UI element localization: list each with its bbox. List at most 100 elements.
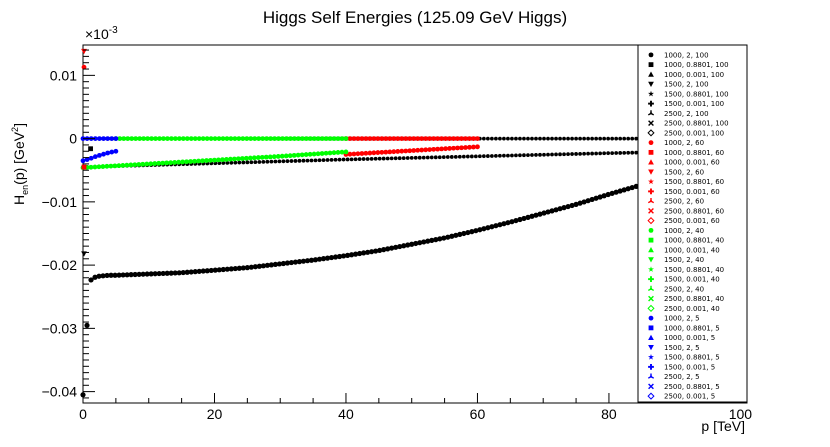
data-point <box>558 136 562 141</box>
data-point <box>397 243 403 250</box>
legend-marker <box>648 315 654 321</box>
data-point <box>549 208 555 214</box>
data-point <box>216 136 222 142</box>
data-point <box>585 198 591 204</box>
data-point <box>335 136 341 142</box>
data-point <box>88 155 94 161</box>
data-point <box>505 220 511 226</box>
data-point <box>427 136 433 142</box>
data-point <box>546 152 550 157</box>
legend-label: 1000, 2, 60 <box>664 139 704 147</box>
data-point <box>373 156 378 161</box>
data-point <box>475 144 480 150</box>
data-point <box>164 160 170 166</box>
legend-label: 1500, 2, 60 <box>664 168 704 176</box>
data-point-outlier <box>81 164 87 170</box>
data-point <box>451 145 456 151</box>
data-point <box>622 136 627 141</box>
data-point <box>469 154 474 159</box>
legend: 1000, 2, 100 1000, 0.8801, 100 1000, 0.001… <box>637 44 748 403</box>
legend-entry: 1000, 0.001, 5 <box>648 334 715 342</box>
data-point <box>161 136 166 142</box>
data-point <box>606 151 611 156</box>
data-point <box>403 136 409 142</box>
data-point <box>320 256 327 262</box>
data-point <box>113 148 119 154</box>
data-point <box>467 144 472 150</box>
legend-marker <box>648 246 654 253</box>
data-point <box>109 149 115 155</box>
data-point <box>251 155 257 161</box>
data-point <box>630 150 635 155</box>
data-point <box>260 136 266 142</box>
legend-entry: 1500, 2, 60 <box>648 168 704 176</box>
data-point <box>264 262 270 268</box>
legend-marker <box>648 159 654 165</box>
legend-marker <box>647 392 655 400</box>
data-point <box>180 136 186 142</box>
data-point <box>225 161 230 165</box>
data-point <box>373 248 379 254</box>
data-point <box>522 153 526 158</box>
legend-label: 1000, 0.8801, 40 <box>664 237 724 245</box>
data-point <box>204 158 209 163</box>
data-point <box>606 136 611 141</box>
data-point <box>172 160 178 165</box>
data-point <box>403 148 409 154</box>
data-point <box>369 249 375 255</box>
data-point <box>578 151 582 156</box>
data-point <box>101 136 106 142</box>
data-point <box>236 136 242 142</box>
data-point <box>267 154 273 160</box>
data-point <box>249 160 254 165</box>
data-point <box>327 136 333 142</box>
data-point <box>315 151 321 157</box>
data-point <box>184 159 189 165</box>
data-point <box>124 272 130 278</box>
data-point <box>471 136 476 142</box>
data-point <box>268 262 275 268</box>
data-point <box>196 268 202 274</box>
data-point <box>261 159 266 164</box>
data-point <box>601 193 607 199</box>
data-point <box>431 136 437 142</box>
data-point <box>128 272 134 278</box>
data-point <box>136 162 142 167</box>
legend-entry: 1000, 2, 5 <box>648 315 700 323</box>
data-point <box>196 136 202 142</box>
data-point <box>465 229 471 236</box>
data-point <box>263 154 269 160</box>
data-point <box>327 150 333 156</box>
data-point <box>281 159 286 164</box>
data-point <box>97 152 102 158</box>
data-point <box>538 136 542 141</box>
data-point <box>447 136 452 142</box>
legend-entry: 1500, 0.001, 60 <box>648 188 720 196</box>
legend-label: 1500, 0.8801, 40 <box>664 266 724 274</box>
legend-marker <box>648 207 654 214</box>
data-point <box>554 136 558 141</box>
data-point <box>449 155 454 159</box>
legend-label: 1500, 0.8801, 60 <box>664 178 724 186</box>
data-point <box>465 154 470 159</box>
data-point <box>105 136 111 142</box>
legend-marker <box>647 198 655 204</box>
data-point <box>92 136 98 142</box>
data-point <box>144 161 150 167</box>
data-point <box>566 136 570 141</box>
legend-entry: 1500, 2, 40 <box>648 256 704 264</box>
data-point <box>328 254 335 261</box>
data-point <box>529 213 535 219</box>
data-point <box>485 225 491 231</box>
legend-label: 1000, 0.001, 5 <box>664 334 715 342</box>
data-point <box>80 158 86 164</box>
data-point <box>192 158 197 164</box>
data-point <box>517 216 523 223</box>
data-point <box>570 152 574 156</box>
data-point <box>236 265 242 271</box>
data-point <box>243 155 249 161</box>
legend-entry: 1500, 2, 100 <box>648 81 709 89</box>
data-point <box>397 156 402 161</box>
data-point <box>176 136 182 142</box>
data-point <box>493 223 499 229</box>
